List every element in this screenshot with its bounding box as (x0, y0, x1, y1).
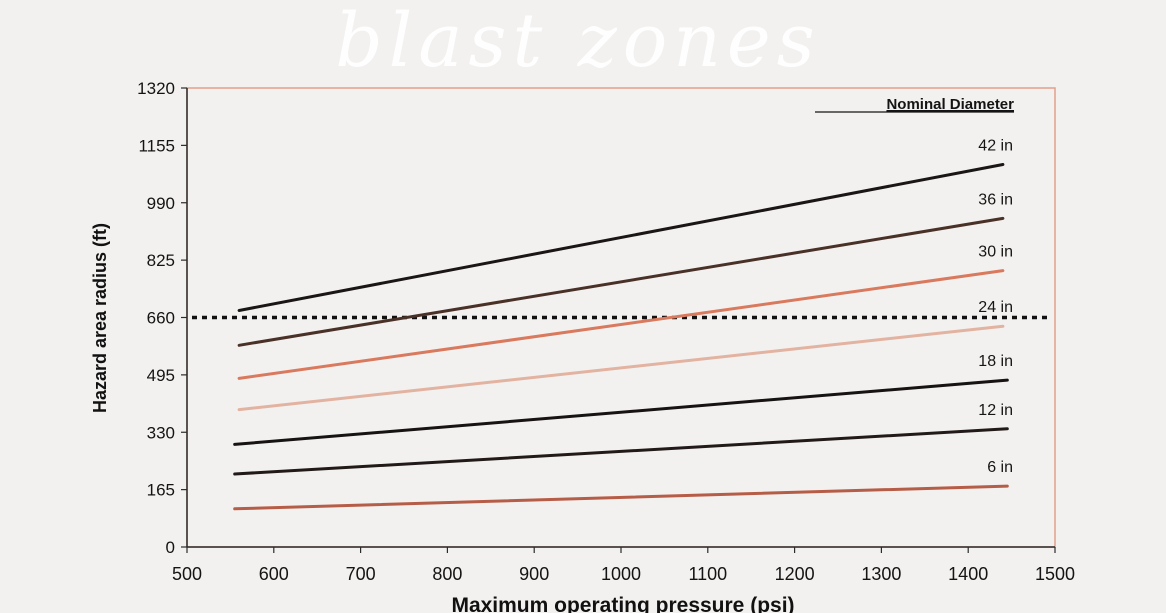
y-tick-label: 660 (147, 309, 175, 328)
y-tick-label: 1155 (138, 136, 175, 155)
x-tick-label: 1500 (1035, 564, 1075, 584)
x-tick-label: 1400 (948, 564, 988, 584)
series-line (233, 427, 1009, 476)
series-line (237, 324, 1005, 412)
series-labels: 42 in 36 in 30 in 24 in 18 in 12 in 6 in (978, 138, 1013, 477)
y-tick-label: 495 (147, 366, 175, 385)
x-tick-label: 500 (172, 564, 202, 584)
y-tick-label: 165 (147, 481, 175, 500)
series-label: 42 in (978, 138, 1013, 155)
series-label: 30 in (978, 244, 1013, 261)
x-tick-label: 1000 (601, 564, 641, 584)
y-tick-label: 825 (147, 251, 175, 270)
series-label: 24 in (978, 299, 1013, 316)
overlay-title: blast zones (335, 0, 820, 84)
series-lines (233, 163, 1009, 511)
series-label: 6 in (987, 459, 1013, 476)
series-line (237, 163, 1005, 312)
axes: 0 165 330 495 660 825 990 1155 1320 500 600 700 800 9… (137, 79, 1075, 584)
series-label: 18 in (978, 353, 1013, 370)
x-tick-label: 800 (432, 564, 462, 584)
x-tick-label: 600 (259, 564, 289, 584)
series-line (237, 269, 1005, 380)
y-axis-label: Hazard area radius (ft) (90, 223, 110, 413)
series-line (233, 378, 1009, 446)
y-tick-label: 1320 (137, 79, 175, 98)
y-tick-label: 0 (166, 538, 175, 557)
series-line (233, 484, 1009, 511)
series-line (237, 216, 1005, 347)
x-tick-label: 1100 (688, 564, 727, 584)
x-axis-label: Maximum operating pressure (psi) (451, 594, 794, 613)
x-tick-label: 1300 (861, 564, 901, 584)
x-tick-label: 900 (519, 564, 549, 584)
y-tick-label: 330 (147, 423, 175, 442)
legend-title: Nominal Diameter (886, 96, 1014, 113)
y-tick-label: 990 (147, 194, 175, 213)
series-label: 12 in (978, 402, 1013, 419)
x-tick-label: 700 (346, 564, 376, 584)
series-label: 36 in (978, 191, 1013, 208)
x-tick-label: 1200 (775, 564, 815, 584)
